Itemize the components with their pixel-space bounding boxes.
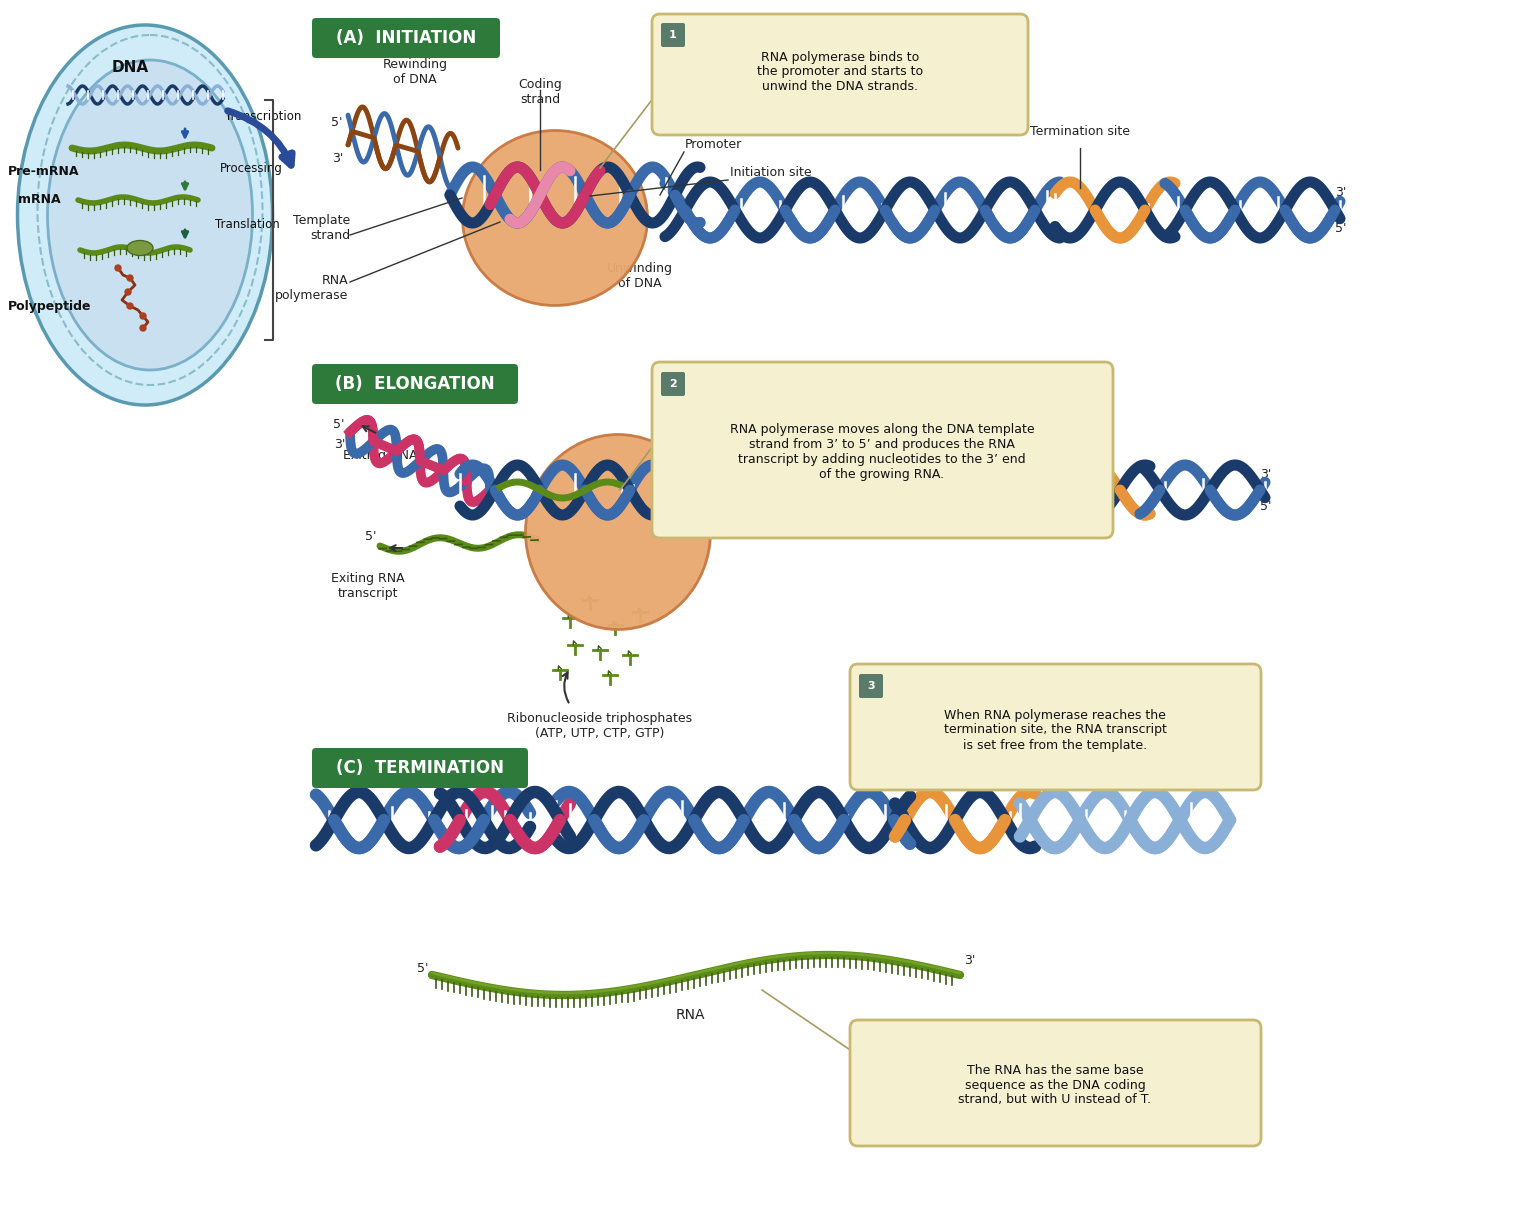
FancyBboxPatch shape	[850, 664, 1261, 790]
Circle shape	[140, 325, 146, 331]
FancyBboxPatch shape	[661, 372, 685, 396]
Text: 3': 3'	[331, 152, 343, 164]
Text: Initiation site: Initiation site	[730, 165, 812, 179]
Text: 2: 2	[668, 379, 678, 389]
Ellipse shape	[126, 241, 152, 255]
Text: 3': 3'	[964, 953, 975, 967]
Ellipse shape	[48, 60, 253, 370]
Text: (B)  ELONGATION: (B) ELONGATION	[336, 375, 494, 393]
FancyBboxPatch shape	[651, 15, 1029, 135]
Circle shape	[125, 289, 131, 295]
FancyBboxPatch shape	[313, 748, 528, 788]
Text: 3: 3	[867, 681, 875, 691]
Text: (A)  INITIATION: (A) INITIATION	[336, 29, 476, 47]
Text: Unwinding
of DNA: Unwinding of DNA	[607, 261, 673, 289]
Text: 5': 5'	[416, 962, 428, 974]
Text: RNA polymerase binds to
the promoter and starts to
unwind the DNA strands.: RNA polymerase binds to the promoter and…	[758, 51, 922, 94]
Text: 5': 5'	[331, 116, 343, 129]
FancyBboxPatch shape	[651, 362, 1113, 537]
Text: When RNA polymerase reaches the
termination site, the RNA transcript
is set free: When RNA polymerase reaches the terminat…	[944, 709, 1166, 751]
Text: Ribonucleoside triphosphates
(ATP, UTP, CTP, GTP): Ribonucleoside triphosphates (ATP, UTP, …	[508, 713, 693, 741]
Text: 1: 1	[668, 30, 678, 40]
Circle shape	[140, 313, 146, 319]
Text: mRNA: mRNA	[18, 193, 60, 206]
FancyBboxPatch shape	[859, 674, 882, 698]
Circle shape	[116, 265, 122, 271]
Text: Polypeptide: Polypeptide	[8, 300, 91, 313]
Text: The RNA has the same base
sequence as the DNA coding
strand, but with U instead : The RNA has the same base sequence as th…	[958, 1064, 1152, 1107]
Ellipse shape	[17, 26, 273, 405]
Text: Template
strand: Template strand	[293, 214, 350, 242]
Text: Termination site: Termination site	[1030, 125, 1130, 137]
Text: Processing: Processing	[220, 162, 283, 175]
Text: 3': 3'	[1260, 467, 1272, 480]
Circle shape	[126, 303, 132, 309]
FancyBboxPatch shape	[313, 18, 500, 58]
Ellipse shape	[462, 130, 647, 305]
Text: Coding
strand: Coding strand	[517, 78, 562, 106]
Text: (C)  TERMINATION: (C) TERMINATION	[336, 759, 504, 777]
Text: 3': 3'	[1335, 186, 1346, 199]
Text: 3': 3'	[334, 438, 345, 450]
Circle shape	[126, 275, 132, 281]
Text: RNA: RNA	[675, 1008, 705, 1021]
Text: RNA
polymerase: RNA polymerase	[274, 274, 348, 302]
Text: 5': 5'	[334, 417, 345, 430]
Text: Pre-mRNA: Pre-mRNA	[8, 165, 80, 178]
Text: Promoter: Promoter	[685, 139, 742, 152]
FancyBboxPatch shape	[313, 364, 517, 404]
Text: Direction of
transcription: Direction of transcription	[870, 503, 950, 533]
FancyBboxPatch shape	[850, 1020, 1261, 1145]
Text: Transcription: Transcription	[225, 109, 302, 123]
Text: 5': 5'	[1260, 500, 1272, 512]
Text: Rewinding
of DNA: Rewinding of DNA	[382, 58, 448, 86]
Text: 5': 5'	[1335, 221, 1346, 235]
Text: Translation: Translation	[216, 218, 280, 231]
FancyBboxPatch shape	[661, 23, 685, 47]
Ellipse shape	[525, 434, 710, 630]
Text: 5': 5'	[365, 529, 376, 542]
Text: Exiting RNA
transcript: Exiting RNA transcript	[331, 572, 405, 599]
Text: Exiting DNA: Exiting DNA	[343, 449, 417, 462]
Text: DNA: DNA	[111, 60, 148, 75]
Text: RNA polymerase moves along the DNA template
strand from 3’ to 5’ and produces th: RNA polymerase moves along the DNA templ…	[730, 423, 1035, 482]
